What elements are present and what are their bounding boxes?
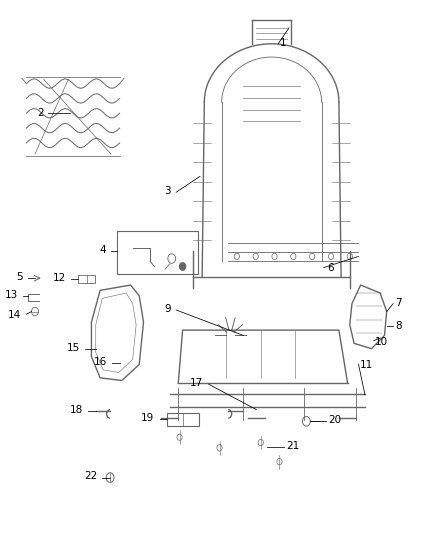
- Text: 18: 18: [70, 405, 83, 415]
- Text: 8: 8: [396, 321, 402, 331]
- Text: 22: 22: [84, 472, 97, 481]
- Text: 13: 13: [5, 290, 18, 300]
- Text: 19: 19: [141, 413, 154, 423]
- Text: 5: 5: [16, 272, 22, 282]
- Text: 12: 12: [53, 273, 66, 283]
- Text: 4: 4: [99, 245, 106, 255]
- Text: 16: 16: [93, 357, 106, 367]
- Text: 15: 15: [67, 343, 80, 353]
- Text: 9: 9: [164, 304, 171, 314]
- Text: 7: 7: [396, 297, 402, 308]
- Text: 21: 21: [286, 441, 299, 451]
- Text: 20: 20: [328, 415, 341, 425]
- Text: 3: 3: [164, 185, 171, 196]
- Text: 11: 11: [360, 360, 374, 370]
- Circle shape: [180, 263, 186, 270]
- Text: 14: 14: [8, 310, 21, 320]
- Text: 10: 10: [375, 337, 388, 347]
- Text: 17: 17: [190, 378, 203, 388]
- Text: 1: 1: [280, 38, 287, 48]
- Text: 6: 6: [327, 263, 334, 272]
- Text: 2: 2: [37, 108, 44, 118]
